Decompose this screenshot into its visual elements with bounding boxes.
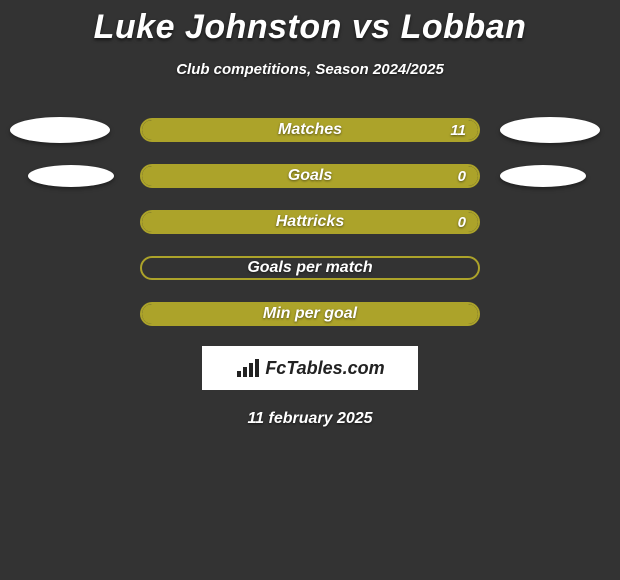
stat-value: 0	[458, 212, 466, 232]
stat-label: Min per goal	[142, 304, 478, 324]
stat-value: 11	[450, 120, 466, 140]
stat-bar: Min per goal	[140, 302, 480, 326]
stat-row: Goals per match	[0, 256, 620, 280]
stat-label: Matches	[142, 120, 478, 140]
logo-box: FcTables.com	[202, 346, 418, 390]
logo-text: FcTables.com	[265, 358, 384, 379]
stat-label: Goals	[142, 166, 478, 186]
stat-bar: Matches11	[140, 118, 480, 142]
player-ellipse-left	[28, 165, 114, 187]
date-label: 11 february 2025	[0, 410, 620, 428]
stat-label: Goals per match	[142, 258, 478, 278]
stat-row: Matches11	[0, 118, 620, 142]
stat-rows: Matches11Goals0Hattricks0Goals per match…	[0, 118, 620, 326]
player-ellipse-left	[10, 117, 110, 143]
stat-bar: Goals0	[140, 164, 480, 188]
stat-bar: Goals per match	[140, 256, 480, 280]
player-ellipse-right	[500, 165, 586, 187]
stat-row: Hattricks0	[0, 210, 620, 234]
stat-row: Min per goal	[0, 302, 620, 326]
stat-row: Goals0	[0, 164, 620, 188]
stat-value: 0	[458, 166, 466, 186]
stat-label: Hattricks	[142, 212, 478, 232]
page-title: Luke Johnston vs Lobban	[0, 0, 620, 47]
stat-bar: Hattricks0	[140, 210, 480, 234]
page-subtitle: Club competitions, Season 2024/2025	[0, 61, 620, 78]
barchart-icon	[235, 357, 261, 379]
player-ellipse-right	[500, 117, 600, 143]
